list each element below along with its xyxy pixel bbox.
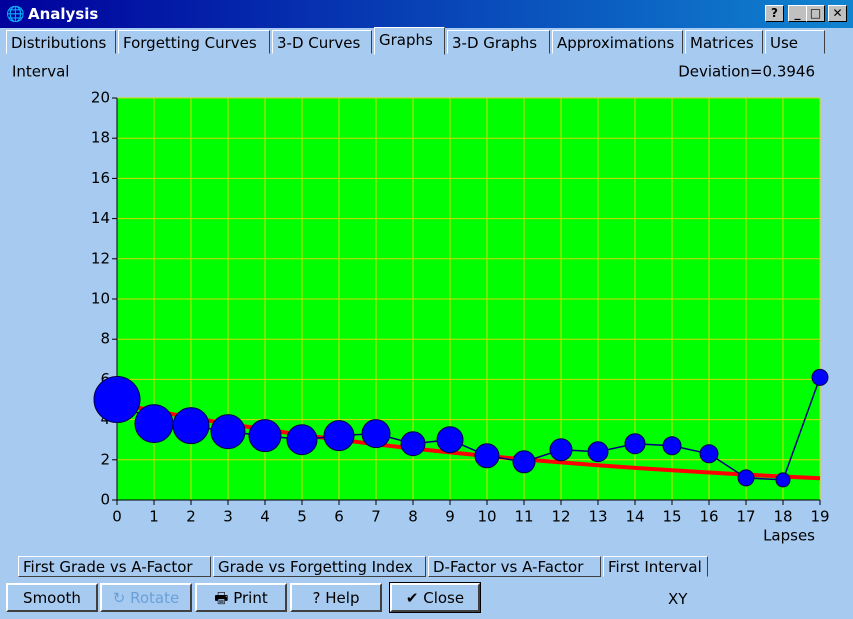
bubble xyxy=(286,424,318,456)
x-tick-label: 0 xyxy=(112,508,122,526)
y-tick-label: 10 xyxy=(91,290,110,308)
window-title: Analysis xyxy=(28,5,99,23)
tab[interactable]: Forgetting Curves xyxy=(118,30,270,54)
button-label: Smooth xyxy=(23,589,81,607)
x-tick-label: 15 xyxy=(662,508,681,526)
x-tick-label: 11 xyxy=(514,508,533,526)
bubble xyxy=(512,450,536,474)
tab[interactable]: Approximations xyxy=(552,30,683,54)
button: ↻ Rotate xyxy=(100,583,192,612)
bubble xyxy=(662,436,682,456)
x-tick-label: 1 xyxy=(149,508,159,526)
button-icon: ? xyxy=(312,589,326,607)
tab[interactable]: Matrices xyxy=(685,30,763,54)
bubble xyxy=(93,376,141,423)
x-tick-label: 14 xyxy=(625,508,644,526)
sub-tab[interactable]: Grade vs Forgetting Index xyxy=(213,556,426,577)
x-tick-label: 10 xyxy=(477,508,496,526)
bubble xyxy=(134,404,174,444)
x-tick-label: 19 xyxy=(810,508,829,526)
x-tick-label: 7 xyxy=(371,508,381,526)
tab[interactable]: 3-D Graphs xyxy=(447,30,550,54)
tab[interactable]: 3-D Curves xyxy=(272,30,372,54)
bubble xyxy=(775,472,791,488)
y-tick-label: 14 xyxy=(91,209,110,227)
x-tick-label: 17 xyxy=(736,508,755,526)
x-tick-label: 18 xyxy=(773,508,792,526)
x-tick-label: 12 xyxy=(551,508,570,526)
x-tick-label: 6 xyxy=(334,508,344,526)
bubble xyxy=(172,407,210,445)
button-label: Help xyxy=(325,589,360,607)
button-icon: ↻ xyxy=(112,589,131,607)
bubble xyxy=(400,431,426,457)
title-bar: 🌐 Analysis ? _ □ ✕ xyxy=(0,0,853,28)
button[interactable]: ✔ Close xyxy=(389,582,481,613)
y-tick-label: 2 xyxy=(100,450,110,468)
sub-tab[interactable]: First Grade vs A-Factor xyxy=(18,556,211,577)
app-icon: 🌐 xyxy=(6,5,25,23)
chart: IntervalDeviation=0.3946Lapses0246810121… xyxy=(12,63,830,545)
y-axis-label: Interval xyxy=(12,63,69,81)
y-tick-label: 18 xyxy=(91,129,110,147)
x-tick-label: 16 xyxy=(699,508,718,526)
y-tick-label: 12 xyxy=(91,249,110,267)
bubble xyxy=(624,433,646,455)
button-icon: 🖶 xyxy=(214,589,234,607)
close-window-button[interactable]: ✕ xyxy=(828,5,847,22)
button-label: Print xyxy=(233,589,268,607)
bubble xyxy=(549,438,573,462)
y-tick-label: 16 xyxy=(91,169,110,187)
help-button[interactable]: ? xyxy=(765,5,784,22)
button-label: Close xyxy=(423,589,465,607)
bubble xyxy=(248,419,282,453)
maximize-button[interactable]: □ xyxy=(806,5,825,22)
bubble xyxy=(210,414,246,450)
y-tick-label: 0 xyxy=(100,491,110,509)
mode-label: XY xyxy=(668,590,688,608)
bubble xyxy=(811,368,829,386)
button[interactable]: 🖶 Print xyxy=(195,583,287,612)
y-tick-label: 20 xyxy=(91,89,110,107)
bubble xyxy=(361,419,391,449)
x-tick-label: 4 xyxy=(260,508,270,526)
x-tick-label: 13 xyxy=(588,508,607,526)
x-tick-label: 9 xyxy=(445,508,455,526)
bubble xyxy=(737,469,755,487)
button[interactable]: ? Help xyxy=(290,583,382,612)
tab[interactable]: Graphs xyxy=(374,27,445,55)
bubble xyxy=(699,444,719,464)
x-tick-label: 5 xyxy=(297,508,307,526)
y-tick-label: 8 xyxy=(100,330,110,348)
bubble xyxy=(436,426,464,454)
button[interactable]: Smooth xyxy=(6,583,98,612)
x-tick-label: 3 xyxy=(223,508,233,526)
bubble xyxy=(474,443,500,469)
x-tick-label: 2 xyxy=(186,508,196,526)
minimize-button[interactable]: _ xyxy=(788,5,807,22)
annotation: Deviation=0.3946 xyxy=(678,63,815,81)
tab[interactable]: Distributions xyxy=(6,30,116,54)
tab[interactable]: Use xyxy=(765,30,825,54)
y-tick-label: 6 xyxy=(100,370,110,388)
x-tick-label: 8 xyxy=(408,508,418,526)
button-icon: ✔ xyxy=(405,589,424,607)
sub-tab[interactable]: D-Factor vs A-Factor xyxy=(428,556,601,577)
button-label: Rotate xyxy=(130,589,180,607)
sub-tab[interactable]: First Interval xyxy=(603,556,708,577)
x-axis-label: Lapses xyxy=(763,527,815,545)
bubble xyxy=(323,420,355,452)
bubble xyxy=(587,441,609,463)
